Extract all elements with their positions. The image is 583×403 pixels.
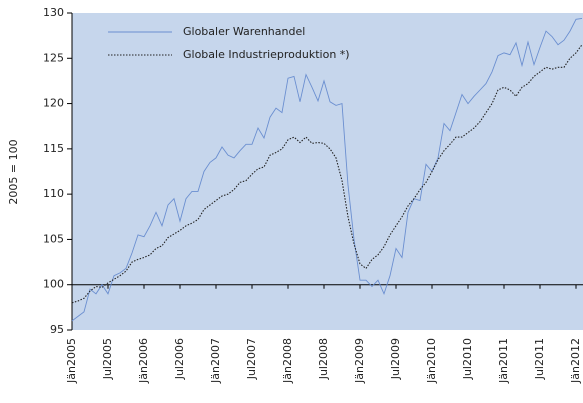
series-line xyxy=(71,17,583,322)
x-tick-label: Jän2008 xyxy=(281,338,294,384)
x-tick-label: Jän2006 xyxy=(137,338,150,384)
x-tick-label: Jän2012 xyxy=(569,338,582,384)
x-tick-label: Jän2011 xyxy=(497,338,510,384)
x-tick-label: Jän2005 xyxy=(65,338,78,384)
y-tick-label: 95 xyxy=(50,323,64,336)
y-tick-label: 100 xyxy=(43,278,64,291)
x-tick-label: Jul2009 xyxy=(389,338,402,380)
x-tick-label: Jän2009 xyxy=(353,338,366,384)
y-tick-label: 130 xyxy=(43,6,64,19)
y-tick-label: 115 xyxy=(43,142,64,155)
y-tick-label: 125 xyxy=(43,51,64,64)
plot-area xyxy=(72,13,583,330)
legend-label: Globaler Warenhandel xyxy=(183,25,305,38)
series-line xyxy=(71,44,583,304)
x-tick-label: Jul2006 xyxy=(173,338,186,380)
y-tick-label: 110 xyxy=(43,187,64,200)
y-axis-label: 2005 = 100 xyxy=(7,139,20,204)
legend-label: Globale Industrieproduktion *) xyxy=(183,48,350,61)
x-tick-label: Jul2008 xyxy=(317,338,330,380)
x-tick-label: Jul2011 xyxy=(533,338,546,380)
x-tick-label: Jän2010 xyxy=(425,338,438,384)
x-tick-label: Jul2005 xyxy=(101,338,114,380)
y-tick-label: 105 xyxy=(43,232,64,245)
x-tick-label: Jul2007 xyxy=(245,338,258,380)
x-tick-label: Jän2007 xyxy=(209,338,222,384)
y-tick-label: 120 xyxy=(43,97,64,110)
x-tick-label: Jul2010 xyxy=(461,338,474,380)
